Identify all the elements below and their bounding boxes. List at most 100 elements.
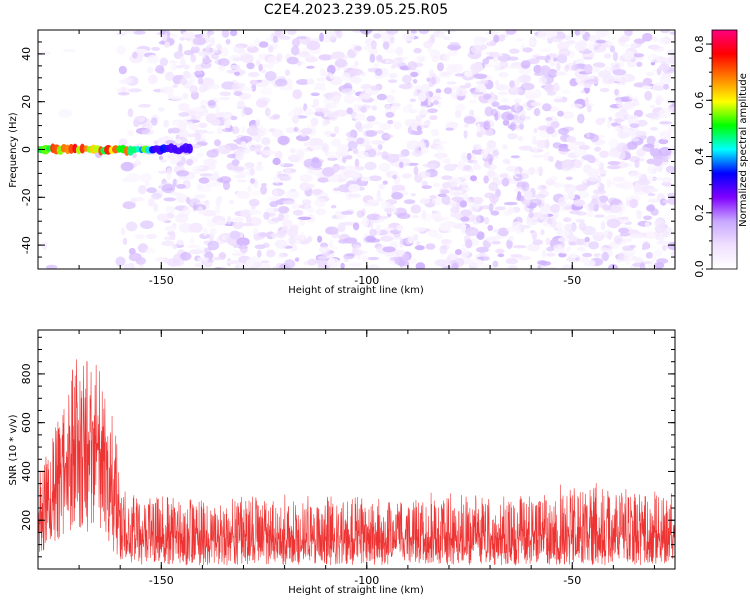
- heatmap-cell: [442, 158, 451, 164]
- heatmap-cell: [508, 235, 514, 242]
- heatmap-cell: [274, 239, 288, 249]
- heatmap-cell: [275, 78, 288, 87]
- heatmap-cell: [619, 180, 634, 190]
- heatmap-cell: [139, 173, 152, 183]
- heatmap-cell: [664, 183, 674, 188]
- heatmap-cell: [470, 175, 477, 182]
- heatmap-cell: [625, 101, 636, 107]
- heatmap-cell: [233, 45, 245, 54]
- x-tick-label: -100: [354, 274, 379, 287]
- heatmap-cell: [207, 83, 220, 90]
- heatmap-cell: [360, 176, 371, 182]
- heatmap-cell: [232, 220, 244, 230]
- heatmap-cell: [254, 165, 264, 171]
- heatmap-cell: [345, 131, 355, 138]
- heatmap-cell: [318, 246, 331, 254]
- heatmap-cell: [132, 30, 146, 35]
- heatmap-cell: [382, 134, 394, 139]
- heatmap-cell: [186, 197, 191, 204]
- heatmap-cell: [314, 259, 324, 264]
- heatmap-cell: [653, 262, 665, 269]
- heatmap-cell: [482, 58, 490, 65]
- snr-xlabel: Height of straight line (km): [288, 585, 424, 596]
- heatmap-cell: [502, 119, 510, 126]
- heatmap-cell: [348, 262, 363, 267]
- heatmap-cell: [127, 88, 142, 93]
- heatmap-cell: [430, 76, 437, 85]
- heatmap-cell: [454, 73, 465, 77]
- heatmap-cell: [260, 69, 267, 74]
- heatmap-cell: [172, 84, 178, 88]
- y-tick-label: 200: [20, 510, 33, 531]
- heatmap-cell: [310, 92, 320, 97]
- heatmap-cell: [665, 165, 675, 174]
- heatmap-cell: [582, 252, 593, 258]
- heatmap-cell: [361, 255, 368, 263]
- heatmap-cell: [487, 170, 496, 177]
- heatmap-cell: [222, 128, 235, 133]
- heatmap-cell: [352, 243, 358, 251]
- heatmap-cell: [311, 188, 324, 195]
- heatmap-cell: [215, 104, 220, 114]
- heatmap-cell: [294, 257, 300, 262]
- heatmap-cell: [540, 229, 545, 236]
- heatmap-cell: [262, 149, 276, 156]
- heatmap-cell: [182, 92, 189, 100]
- heatmap-cell: [130, 197, 137, 203]
- heatmap-cell: [659, 130, 672, 141]
- heatmap-cell: [266, 249, 276, 258]
- heatmap-cell: [198, 177, 210, 184]
- heatmap-cell: [289, 224, 299, 232]
- heatmap-cell: [470, 44, 483, 55]
- heatmap-cell: [214, 220, 227, 226]
- heatmap-cell: [447, 50, 458, 57]
- heatmap-cell: [79, 143, 86, 154]
- heatmap-cell: [179, 56, 185, 60]
- heatmap-cell: [179, 36, 185, 41]
- heatmap-cell: [116, 32, 127, 36]
- heatmap-cell: [385, 104, 391, 110]
- heatmap-cell: [238, 170, 247, 179]
- heatmap-cell: [557, 110, 564, 117]
- heatmap-cell: [299, 182, 311, 192]
- heatmap-cell: [193, 71, 204, 75]
- heatmap-cell: [650, 104, 655, 109]
- heatmap-cell: [385, 58, 389, 65]
- heatmap-cell: [364, 161, 377, 171]
- heatmap-cell: [222, 180, 231, 191]
- heatmap-cell: [599, 195, 609, 203]
- heatmap-cell: [584, 96, 590, 107]
- heatmap-cell: [587, 259, 596, 267]
- heatmap-cell: [217, 144, 232, 155]
- heatmap-cell: [386, 94, 395, 104]
- heatmap-cell: [387, 119, 394, 125]
- heatmap-cell: [414, 149, 422, 158]
- heatmap-cell: [575, 77, 582, 83]
- heatmap-cell: [160, 136, 174, 141]
- heatmap-cell: [317, 235, 323, 243]
- heatmap-cell: [363, 44, 373, 51]
- heatmap-cell: [374, 68, 383, 76]
- heatmap-cell: [652, 37, 658, 42]
- heatmap-cell: [190, 53, 197, 63]
- heatmap-cell: [150, 117, 158, 126]
- heatmap-cell: [214, 205, 221, 215]
- heatmap-cell: [165, 139, 176, 145]
- heatmap-cell: [414, 245, 425, 251]
- heatmap-cell: [549, 210, 559, 220]
- heatmap-cell: [407, 103, 413, 110]
- heatmap-cell: [485, 31, 500, 36]
- heatmap-cell: [317, 256, 328, 260]
- heatmap-cell: [325, 226, 339, 235]
- heatmap-cell: [245, 258, 254, 267]
- heatmap-cell: [613, 235, 623, 244]
- heatmap-cell: [543, 152, 550, 161]
- heatmap-cell: [367, 121, 381, 125]
- heatmap-cell: [183, 50, 194, 56]
- heatmap-cell: [127, 108, 134, 118]
- heatmap-cell: [354, 45, 362, 52]
- heatmap-cell: [417, 92, 427, 102]
- heatmap-cell: [164, 225, 176, 232]
- heatmap-cell: [352, 222, 360, 231]
- heatmap-cell: [180, 58, 186, 67]
